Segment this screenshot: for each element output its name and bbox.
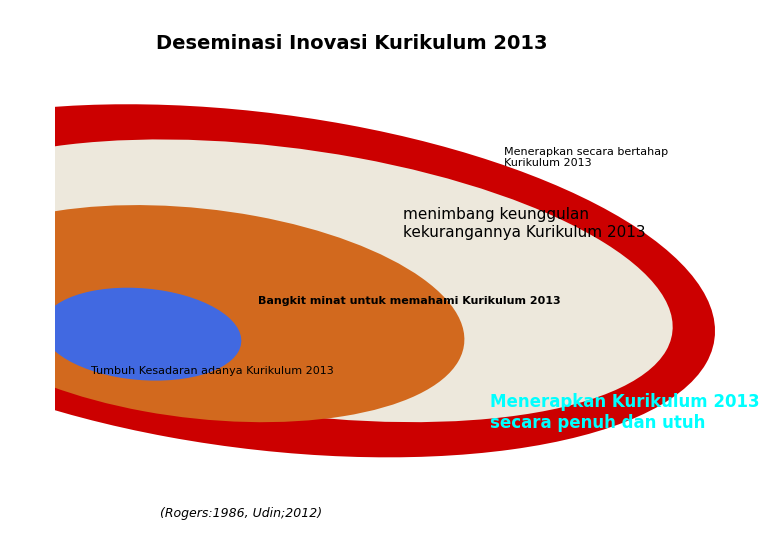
Ellipse shape bbox=[0, 205, 464, 422]
Text: 5: 5 bbox=[746, 504, 759, 522]
Ellipse shape bbox=[0, 139, 672, 422]
Ellipse shape bbox=[42, 288, 241, 381]
Text: menimbang keunggulan
kekurangannya Kurikulum 2013: menimbang keunggulan kekurangannya Kurik… bbox=[402, 207, 645, 240]
Text: Bangkit minat untuk memahami Kurikulum 2013: Bangkit minat untuk memahami Kurikulum 2… bbox=[257, 296, 560, 306]
Text: Menerapkan secara bertahap
Kurikulum 2013: Menerapkan secara bertahap Kurikulum 201… bbox=[505, 147, 668, 168]
Text: (Rogers:1986, Udin;2012): (Rogers:1986, Udin;2012) bbox=[160, 507, 321, 519]
Ellipse shape bbox=[0, 104, 715, 457]
Text: Deseminasi Inovasi Kurikulum 2013: Deseminasi Inovasi Kurikulum 2013 bbox=[156, 33, 548, 53]
Text: Menerapkan Kurikulum 2013
secara penuh dan utuh: Menerapkan Kurikulum 2013 secara penuh d… bbox=[490, 393, 760, 431]
Text: Tumbuh Kesadaran adanya Kurikulum 2013: Tumbuh Kesadaran adanya Kurikulum 2013 bbox=[90, 366, 334, 376]
